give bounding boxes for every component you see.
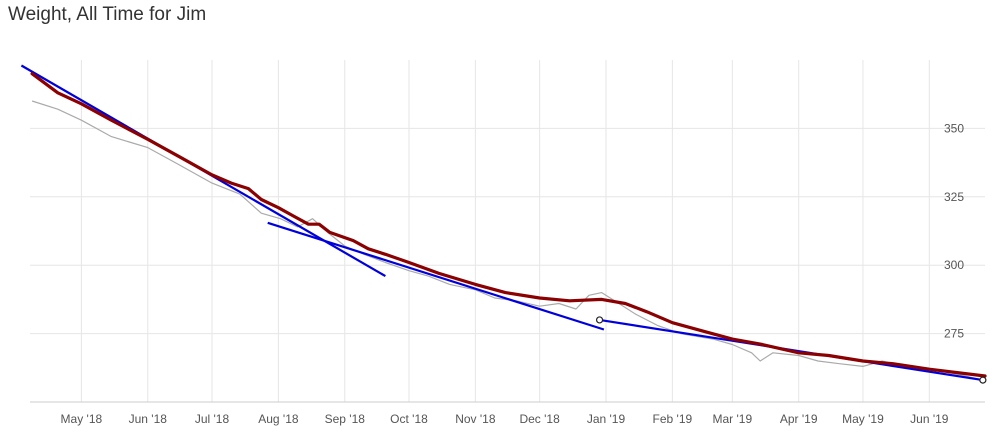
raw-weight-line xyxy=(31,100,984,381)
chart-title: Weight, All Time for Jim xyxy=(8,4,207,25)
series-layer xyxy=(20,64,987,384)
x-tick-label: Jan '19 xyxy=(587,412,626,426)
x-tick-label: Sep '18 xyxy=(325,412,366,426)
x-tick-label: Nov '18 xyxy=(455,412,496,426)
x-tick-label: Jun '18 xyxy=(129,412,168,426)
trendline-marker xyxy=(979,376,987,384)
x-tick-label: Apr '19 xyxy=(780,412,818,426)
x-tick-label: May '18 xyxy=(61,412,103,426)
y-tick-label: 300 xyxy=(944,258,964,272)
x-tick-label: Oct '18 xyxy=(390,412,428,426)
x-tick-label: Mar '19 xyxy=(713,412,753,426)
x-tick-label: Feb '19 xyxy=(653,412,693,426)
x-tick-label: Jul '18 xyxy=(195,412,230,426)
trend-weight-line xyxy=(30,72,987,378)
x-tick-label: Jun '19 xyxy=(910,412,949,426)
y-tick-label: 350 xyxy=(944,121,964,135)
x-tick-label: May '19 xyxy=(842,412,884,426)
axes: 275 300 325 350 May '18 Jun '18 Jul '18 Aug '18… xyxy=(30,121,985,426)
y-tick-label: 325 xyxy=(944,190,964,204)
trendline-marker xyxy=(595,316,604,324)
grid xyxy=(30,60,985,402)
x-tick-label: Dec '18 xyxy=(519,412,560,426)
y-tick-label: 275 xyxy=(944,327,964,341)
trendline-2 xyxy=(267,221,605,331)
x-tick-label: Aug '18 xyxy=(258,412,299,426)
